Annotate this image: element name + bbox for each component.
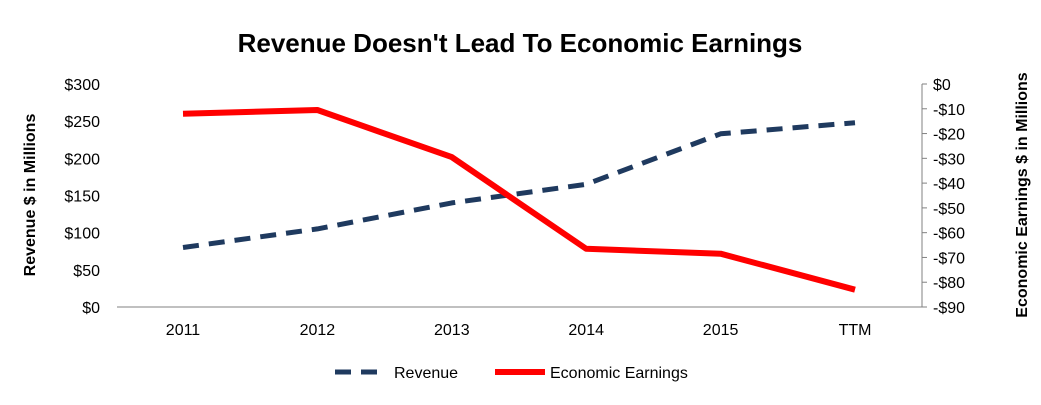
left-tick-label: $200	[64, 151, 100, 168]
left-tick-label: $0	[82, 300, 100, 317]
left-axis-ticks: $0 $50 $100 $150 $200 $250 $300	[64, 77, 100, 317]
right-tick-label: -$60	[933, 226, 965, 243]
right-tick-label: -$40	[933, 176, 965, 193]
series-layer	[182, 107, 856, 293]
right-tick-label: -$10	[933, 102, 965, 119]
series-line-economic-earnings	[182, 107, 856, 293]
right-tick-label: -$80	[933, 275, 965, 292]
legend-label-economic-earnings: Economic Earnings	[550, 365, 688, 382]
legend-label-revenue: Revenue	[394, 365, 458, 382]
left-axis-title: Revenue $ in Millions	[22, 114, 39, 277]
x-tick-label: TTM	[839, 322, 872, 339]
right-tick-label: $0	[933, 77, 951, 94]
legend: Revenue Economic Earnings	[335, 365, 688, 382]
x-tick-label: 2015	[703, 322, 739, 339]
left-tick-label: $300	[64, 77, 100, 94]
x-axis-ticks: 2011 2012 2013 2014 2015 TTM	[166, 322, 872, 339]
left-tick-label: $50	[73, 263, 100, 280]
x-tick-label: 2012	[300, 322, 336, 339]
right-tick-label: -$20	[933, 127, 965, 144]
x-tick-label: 2011	[166, 322, 201, 339]
left-tick-label: $150	[64, 189, 100, 206]
left-tick-label: $250	[64, 114, 100, 131]
series-line-revenue	[182, 120, 856, 250]
right-tick-label: -$50	[933, 201, 965, 218]
right-tick-label: -$70	[933, 250, 965, 267]
right-tick-label: -$90	[933, 300, 965, 317]
right-axis-title: Economic Earnings $ in Millions	[1014, 72, 1031, 317]
x-tick-label: 2014	[568, 322, 604, 339]
x-tick-label: 2013	[434, 322, 470, 339]
chart-title: Revenue Doesn't Lead To Economic Earning…	[238, 28, 803, 58]
left-tick-label: $100	[64, 226, 100, 243]
right-axis-ticks: $0 -$10 -$20 -$30 -$40 -$50 -$60 -$70 -$80 -$90	[922, 77, 965, 317]
right-tick-label: -$30	[933, 151, 965, 168]
